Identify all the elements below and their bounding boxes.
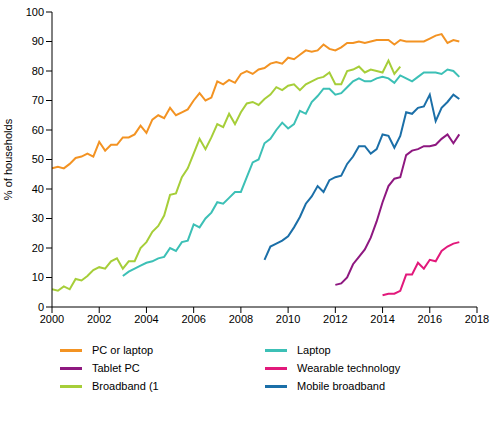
svg-text:2008: 2008 — [229, 313, 253, 325]
svg-text:90: 90 — [32, 35, 44, 47]
svg-text:2006: 2006 — [181, 313, 205, 325]
svg-text:2014: 2014 — [370, 313, 394, 325]
svg-text:2010: 2010 — [276, 313, 300, 325]
html-text:Laptop: Laptop — [297, 344, 331, 356]
svg-text:50: 50 — [32, 153, 44, 165]
svg-text:60: 60 — [32, 124, 44, 136]
svg-text:30: 30 — [32, 212, 44, 224]
html-text:PC or laptop: PC or laptop — [92, 344, 154, 356]
svg-text:2004: 2004 — [134, 313, 158, 325]
svg-text:80: 80 — [32, 65, 44, 77]
svg-text:2000: 2000 — [40, 313, 64, 325]
svg-text:0: 0 — [38, 301, 44, 313]
html-text:Tablet PC: Tablet PC — [92, 362, 140, 374]
svg-text:2012: 2012 — [323, 313, 347, 325]
html-text:Wearable technology: Wearable technology — [297, 362, 401, 374]
html-text:Broadband (1: Broadband (1 — [92, 380, 159, 392]
svg-text:2016: 2016 — [418, 313, 442, 325]
svg-text:2018: 2018 — [465, 313, 483, 325]
svg-text:100: 100 — [26, 6, 44, 18]
svg-text:2002: 2002 — [87, 313, 111, 325]
svg-text:70: 70 — [32, 94, 44, 106]
svg-text:20: 20 — [32, 242, 44, 254]
svg-text:10: 10 — [32, 271, 44, 283]
svg-text:40: 40 — [32, 183, 44, 195]
html-text:Mobile broadband: Mobile broadband — [297, 380, 386, 392]
svg-text:% of households: % of households — [8, 118, 14, 200]
